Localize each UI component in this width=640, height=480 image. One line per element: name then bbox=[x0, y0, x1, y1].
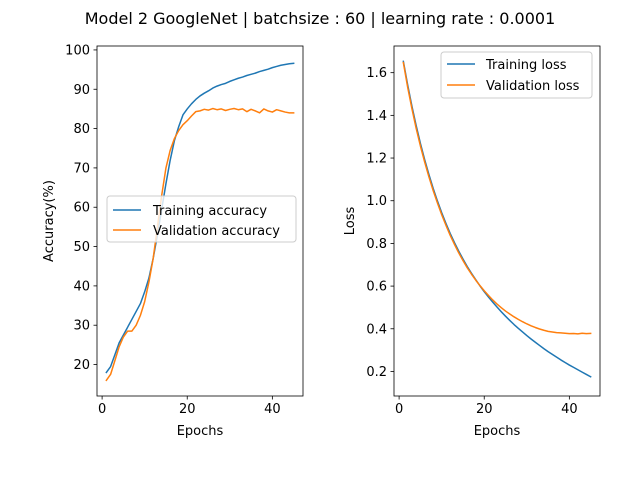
accuracy-legend: Training accuracy Validation accuracy bbox=[106, 195, 297, 243]
loss-y-axis-label: Loss bbox=[343, 207, 358, 236]
loss-y-tick-label: 1.2 bbox=[366, 152, 387, 167]
accuracy-legend-label-validation: Validation accuracy bbox=[153, 224, 280, 239]
loss-series-line-validation-loss bbox=[402, 61, 592, 335]
figure-suptitle: Model 2 GoogleNet | batchsize : 60 | lea… bbox=[85, 9, 556, 28]
accuracy-y-tick-label: 70 bbox=[73, 161, 90, 176]
accuracy-y-tick-label: 20 bbox=[73, 358, 90, 373]
loss-y-tick-label: 1.0 bbox=[366, 194, 387, 209]
loss-legend-frame bbox=[440, 51, 593, 99]
loss-axes-frame bbox=[393, 45, 601, 397]
accuracy-y-tick-label: 40 bbox=[73, 279, 90, 294]
accuracy-ticks: 0 20 40 20 30 40 50 60 70 80 90 100 bbox=[65, 43, 280, 417]
loss-y-tick-label: 1.6 bbox=[366, 66, 387, 81]
accuracy-y-tick-label: 80 bbox=[73, 122, 90, 137]
loss-plot: 0 20 40 0.2 0.4 0.6 0.8 1.0 1.2 1.4 1.6 Epochs Los… bbox=[343, 45, 601, 439]
loss-x-tick-label: 20 bbox=[476, 402, 493, 417]
accuracy-y-tick-label: 30 bbox=[73, 319, 90, 334]
accuracy-lines bbox=[105, 62, 295, 382]
accuracy-y-tick-label: 60 bbox=[73, 201, 90, 216]
loss-lines bbox=[402, 60, 592, 378]
loss-x-tick-label: 40 bbox=[561, 402, 578, 417]
loss-ticks: 0 20 40 0.2 0.4 0.6 0.8 1.0 1.2 1.4 1.6 bbox=[366, 66, 577, 417]
accuracy-series-line-training-accuracy bbox=[105, 62, 295, 374]
accuracy-axes-frame bbox=[96, 45, 304, 397]
accuracy-y-tick-label: 90 bbox=[73, 83, 90, 98]
loss-legend-label-training: Training loss bbox=[485, 58, 567, 73]
loss-y-tick-label: 0.2 bbox=[366, 365, 387, 380]
loss-x-tick-label: 0 bbox=[395, 402, 403, 417]
accuracy-plot: 0 20 40 20 30 40 50 60 70 80 90 100 Epochs Accuracy… bbox=[42, 43, 304, 439]
accuracy-y-axis-label: Accuracy(%) bbox=[42, 180, 57, 262]
accuracy-y-tick-label: 100 bbox=[65, 43, 90, 58]
accuracy-legend-frame bbox=[106, 195, 297, 243]
loss-legend: Training loss Validation loss bbox=[440, 51, 593, 99]
loss-y-tick-label: 1.4 bbox=[366, 109, 387, 124]
accuracy-y-tick-label: 50 bbox=[73, 240, 90, 255]
accuracy-x-tick-label: 40 bbox=[264, 402, 281, 417]
accuracy-legend-label-training: Training accuracy bbox=[152, 204, 267, 219]
loss-y-tick-label: 0.8 bbox=[366, 237, 387, 252]
loss-x-axis-label: Epochs bbox=[474, 424, 521, 439]
loss-y-tick-label: 0.6 bbox=[366, 280, 387, 295]
accuracy-x-tick-label: 20 bbox=[179, 402, 196, 417]
loss-legend-label-validation: Validation loss bbox=[486, 79, 580, 94]
accuracy-x-axis-label: Epochs bbox=[177, 424, 224, 439]
accuracy-x-tick-label: 0 bbox=[98, 402, 106, 417]
accuracy-series-line-validation-accuracy bbox=[105, 107, 295, 382]
loss-y-tick-label: 0.4 bbox=[366, 322, 387, 337]
